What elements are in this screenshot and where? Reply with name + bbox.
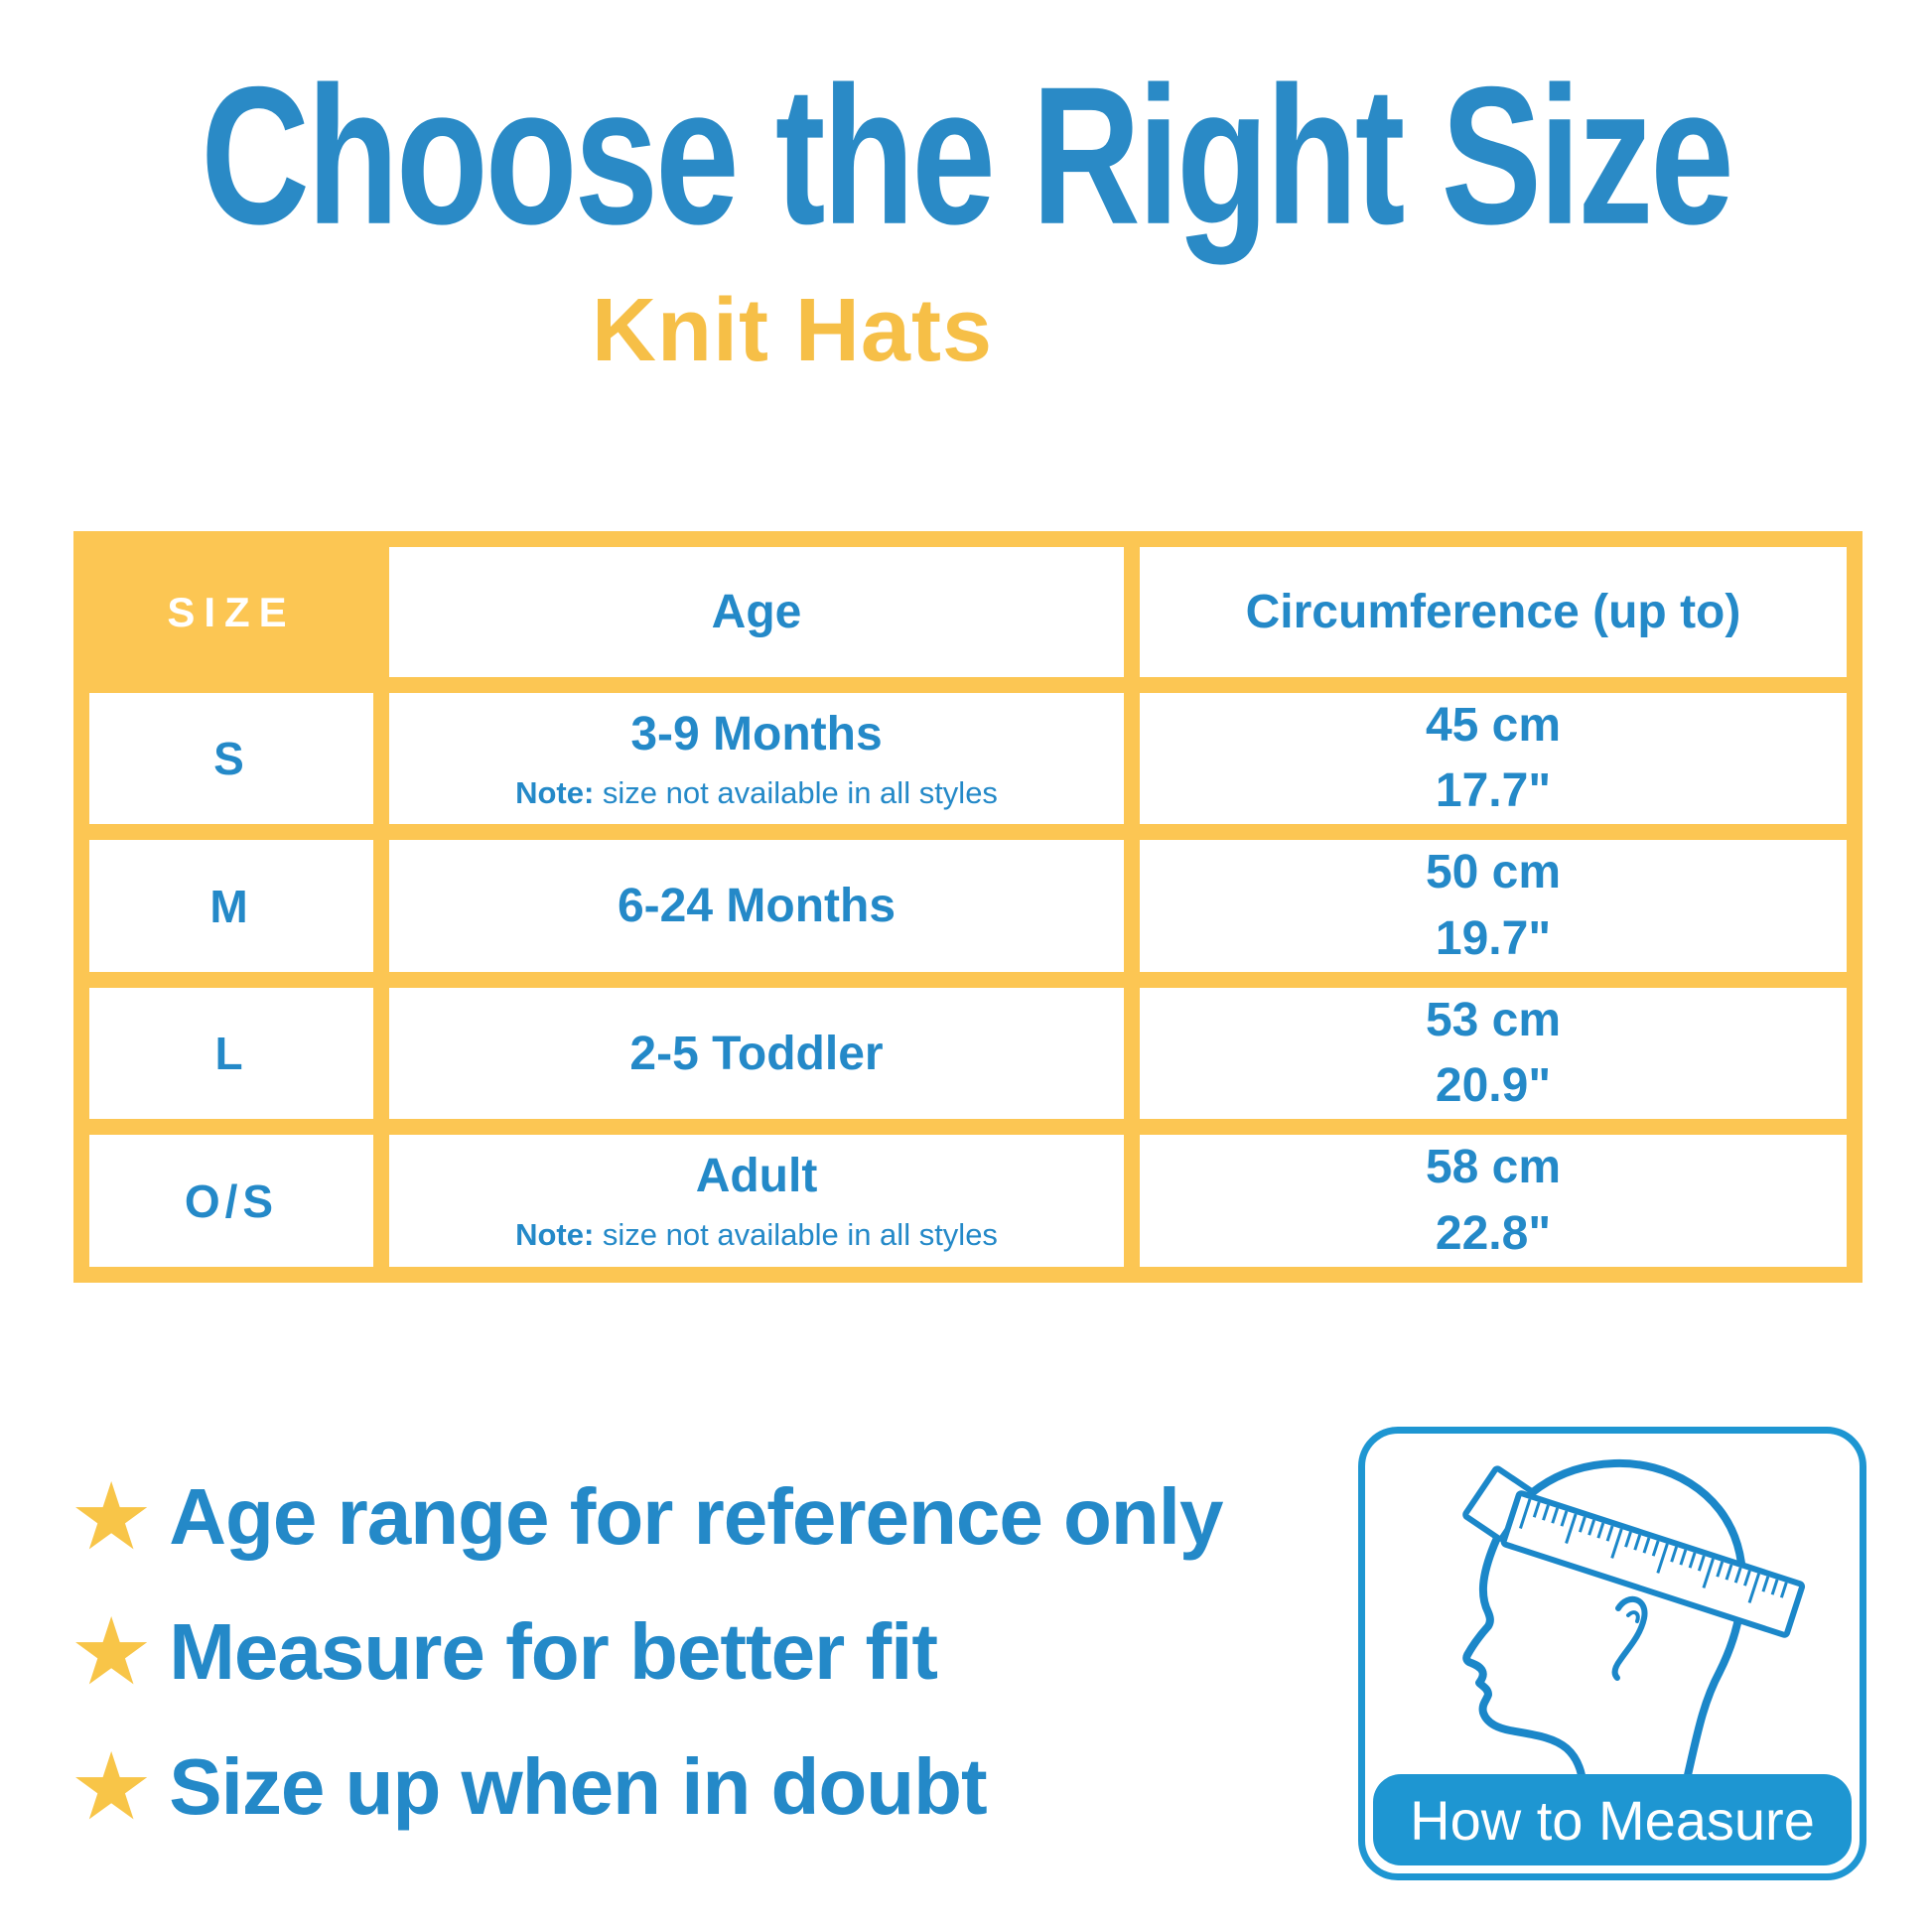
circumference-cell: 50 cm 19.7" (1140, 840, 1847, 972)
page-subtitle: Knit Hats (591, 281, 994, 380)
circumference-cell: 53 cm 20.9" (1140, 987, 1847, 1120)
tip-text: Size up when in doubt (169, 1742, 987, 1831)
table-row: O/S Adult Note: size not available in al… (89, 1135, 1847, 1267)
age-cell: 6-24 Months (389, 840, 1124, 972)
age-cell: Adult Note: size not available in all st… (389, 1135, 1124, 1267)
list-item: ★ Size up when in doubt (69, 1734, 1223, 1839)
table-row: M 6-24 Months 50 cm 19.7" (89, 840, 1847, 972)
table-row: L 2-5 Toddler 53 cm 20.9" (89, 987, 1847, 1120)
age-value: 6-24 Months (617, 880, 897, 933)
table-row: S 3-9 Months Note: size not available in… (89, 693, 1847, 825)
note-text: size not available in all styles (594, 774, 998, 810)
list-item: ★ Age range for reference only (69, 1464, 1224, 1569)
list-item: ★ Measure for better fit (69, 1599, 1223, 1704)
size-note: Note: size not available in all styles (389, 775, 1124, 811)
circumference-cm: 58 cm (1425, 1141, 1562, 1194)
note-text: size not available in all styles (594, 1217, 998, 1253)
header-age: Age (389, 547, 1124, 677)
circumference-cell: 45 cm 17.7" (1140, 693, 1847, 825)
tip-text: Age range for reference only (169, 1472, 1223, 1561)
header-circumference: Circumference (up to) (1140, 547, 1847, 677)
age-value: 2-5 Toddler (629, 1027, 884, 1080)
circumference-in: 20.9" (1435, 1059, 1552, 1113)
circumference-cm: 45 cm (1425, 699, 1562, 752)
size-label: L (89, 987, 373, 1120)
circumference-cm: 50 cm (1425, 846, 1562, 899)
circumference-cell: 58 cm 22.8" (1140, 1135, 1847, 1267)
circumference-in: 19.7" (1435, 911, 1552, 965)
table-header-row: SIZE Age Circumference (up to) (89, 547, 1847, 677)
note-label: Note: (515, 774, 595, 810)
size-note: Note: size not available in all styles (389, 1217, 1124, 1253)
circumference-in: 22.8" (1435, 1206, 1552, 1260)
star-icon: ★ (69, 1464, 154, 1569)
tips-list: ★ Age range for reference only ★ Measure… (69, 1464, 1224, 1880)
star-icon: ★ (69, 1599, 154, 1704)
circumference-in: 17.7" (1435, 764, 1552, 818)
size-table: SIZE Age Circumference (up to) S 3-9 Mon… (73, 531, 1863, 1283)
header-size: SIZE (167, 588, 296, 635)
age-value: 3-9 Months (630, 707, 883, 760)
measuring-tape (1500, 1490, 1806, 1638)
age-cell: 3-9 Months Note: size not available in a… (389, 693, 1124, 825)
ear-inner (1626, 1610, 1640, 1623)
size-label: S (89, 693, 373, 825)
tip-text: Measure for better fit (169, 1607, 938, 1696)
how-to-measure-label: How to Measure (1373, 1774, 1852, 1865)
head-measure-illustration (1462, 1458, 1806, 1775)
age-cell: 2-5 Toddler (389, 987, 1124, 1120)
page-title: Choose the Right Size (201, 46, 1734, 266)
star-icon: ★ (69, 1734, 154, 1839)
ear-outline (1611, 1595, 1648, 1681)
size-label: M (89, 840, 373, 972)
size-label: O/S (89, 1135, 373, 1267)
note-label: Note: (515, 1217, 595, 1253)
circumference-cm: 53 cm (1425, 993, 1562, 1046)
how-to-measure-box: How to Measure (1358, 1427, 1866, 1880)
age-value: Adult (695, 1150, 818, 1203)
